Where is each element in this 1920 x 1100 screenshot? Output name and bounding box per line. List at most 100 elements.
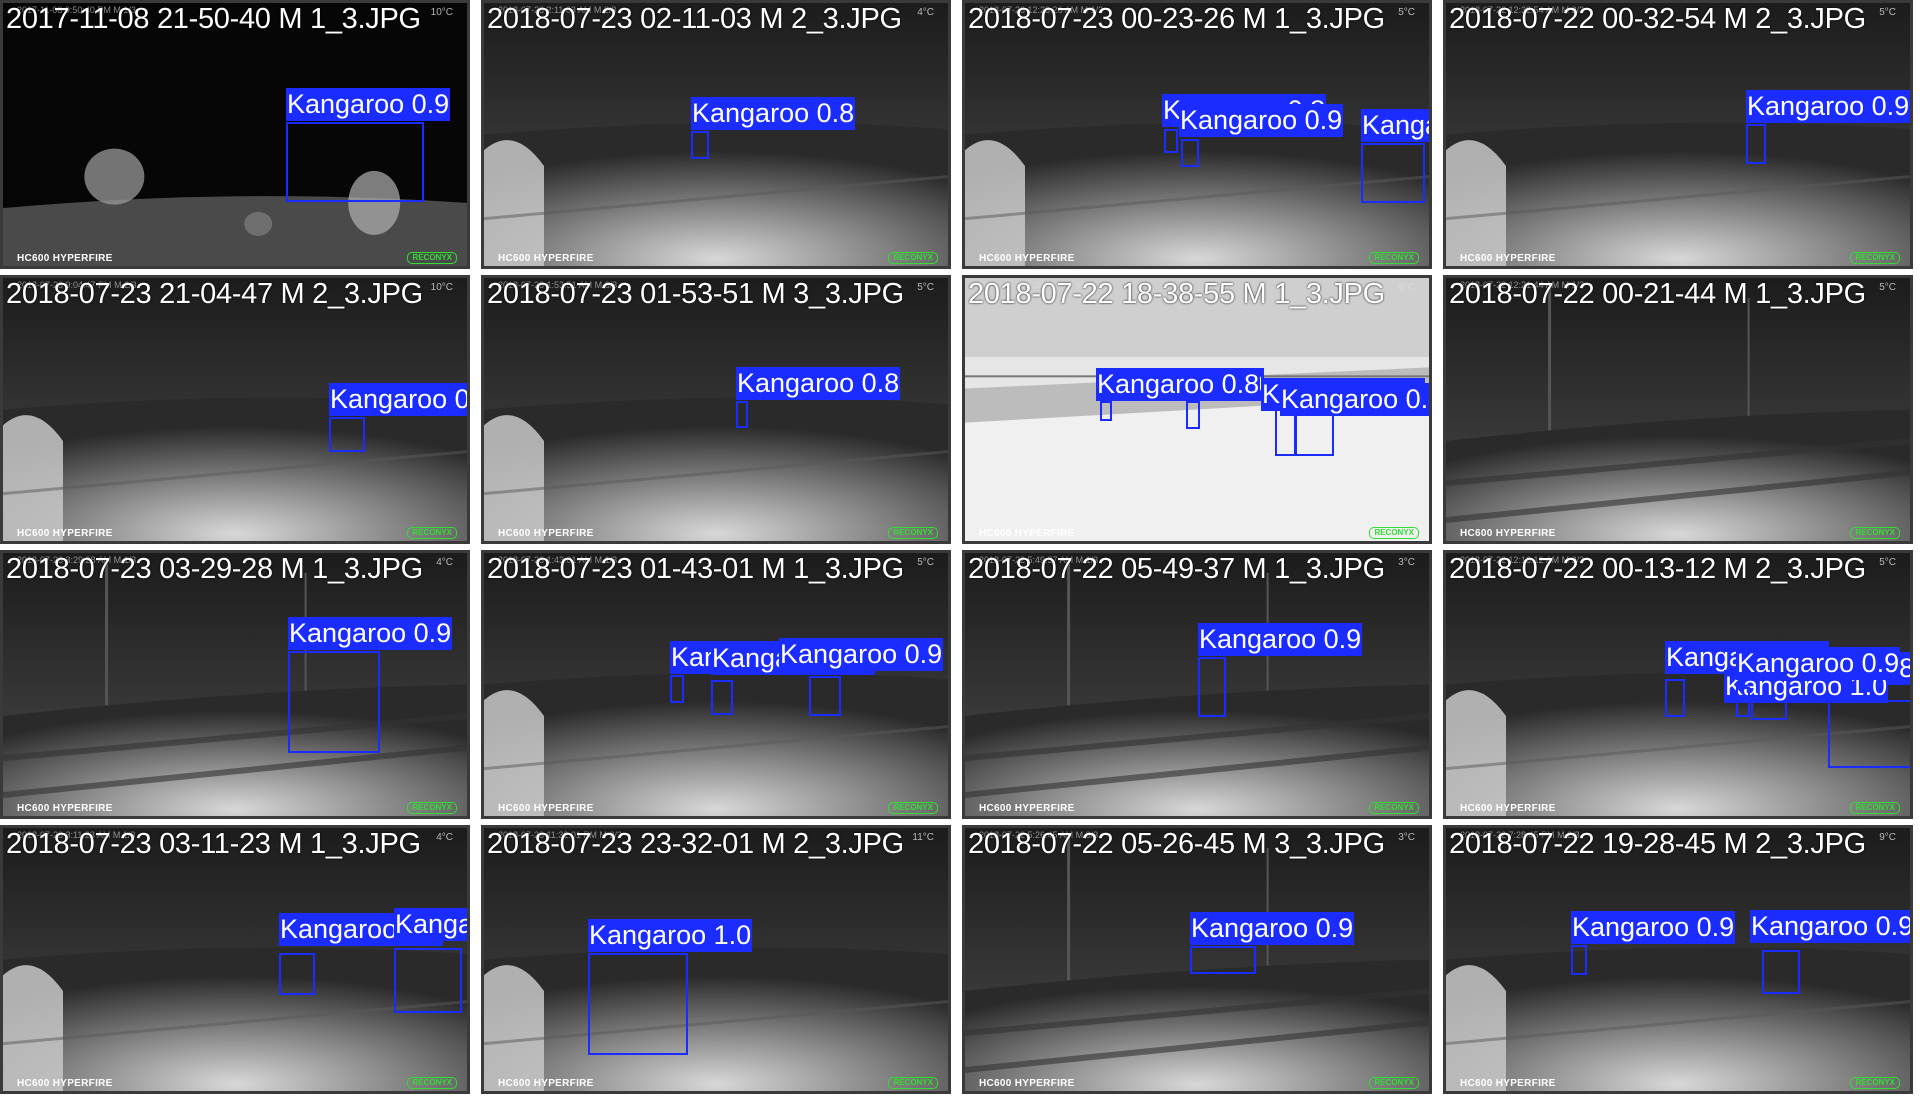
night-scene-image — [484, 3, 948, 266]
temperature-readout: 10°C — [430, 7, 453, 18]
detection-label: Kangaroo 0.9 — [1746, 90, 1910, 123]
detection-box — [809, 676, 841, 716]
detection-box — [279, 953, 315, 995]
detection-box — [1665, 679, 1685, 717]
detection-label: Kangaroo 0.9 — [1198, 623, 1363, 656]
image-filename: 2018-07-23 23-32-01 M 2_3.JPG — [487, 828, 904, 860]
camera-timestamp-strip: 2018-07-23 1:53:51 AM M 3/3 — [498, 280, 618, 290]
camera-timestamp-strip: 2018-07-22 12:32:54 AM M 2/3 — [1460, 5, 1585, 15]
camera-trap-tile: 2018-07-22 12:13:12 AM M 2/3 5°C HC600 HYP… — [1443, 550, 1913, 819]
detection-label: Kangaroo 0.9 — [286, 88, 451, 121]
camera-brand-label: HC600 HYPERFIRE — [979, 1078, 1075, 1089]
reconyx-logo: RECONYX — [1850, 527, 1900, 539]
camera-brand-label: HC600 HYPERFIRE — [17, 803, 113, 814]
camera-trap-tile: 2018-07-23 12:23:26 AM M 1/3 5°C HC600 HYP… — [962, 0, 1432, 269]
detection-label: Kangaroo 0.9 — [1750, 910, 1913, 943]
detection-box — [736, 401, 748, 428]
temperature-readout: 5°C — [1879, 557, 1896, 568]
reconyx-logo: RECONYX — [407, 527, 457, 539]
detection-label: Kangaroo 0.9 — [779, 638, 944, 671]
detection-label: Kangaroo 0.8 — [691, 97, 856, 130]
reconyx-logo: RECONYX — [888, 527, 938, 539]
reconyx-logo: RECONYX — [407, 802, 457, 814]
detection-label: Kangaroo 0.9 — [1190, 912, 1355, 945]
detection-box — [1571, 945, 1587, 975]
reconyx-logo: RECONYX — [1369, 802, 1419, 814]
reconyx-logo: RECONYX — [1369, 527, 1419, 539]
detection-box — [288, 651, 380, 753]
detection-box — [1361, 143, 1425, 203]
camera-timestamp-strip: 2018-07-22 5:49:37 AM M 1/3 — [979, 555, 1099, 565]
camera-timestamp-strip: 2018-07-23 1:43:01 AM M 1/3 — [498, 555, 618, 565]
detection-box — [711, 680, 733, 715]
image-filename: 2018-07-22 00-21-44 M 1_3.JPG — [1449, 278, 1866, 310]
camera-brand-label: HC600 HYPERFIRE — [498, 803, 594, 814]
camera-timestamp-strip: 2018-07-23 11:32:01 PM M 2/3 — [498, 830, 622, 840]
camera-trap-tile: 2018-07-23 3:11:23 AM M 1/3 4°C HC600 HYPE… — [0, 825, 470, 1094]
detection-box — [670, 675, 684, 703]
detection-box — [329, 417, 365, 452]
image-filename: 2018-07-22 00-13-12 M 2_3.JPG — [1449, 553, 1866, 585]
detection-box — [1198, 657, 1226, 717]
camera-brand-label: HC600 HYPERFIRE — [498, 1078, 594, 1089]
reconyx-logo: RECONYX — [888, 802, 938, 814]
temperature-readout: 4°C — [917, 7, 934, 18]
reconyx-logo: RECONYX — [888, 1077, 938, 1089]
reconyx-logo: RECONYX — [888, 252, 938, 264]
camera-trap-tile: 2018-07-23 1:53:51 AM M 3/3 5°C HC600 HYPE… — [481, 275, 951, 544]
camera-trap-tile: 2018-07-22 7:28:45 PM M 2/3 9°C HC600 HYPE… — [1443, 825, 1913, 1094]
detection-box — [1762, 950, 1800, 994]
camera-timestamp-strip: 2018-07-22 12:21:44 AM M 1/3 — [1460, 280, 1585, 290]
detection-label: Kangaroo 0.9 — [1179, 104, 1344, 137]
temperature-readout: 10°C — [430, 282, 453, 293]
detection-box — [1746, 124, 1766, 164]
detection-label: Kangaroo 0.9 — [1361, 109, 1429, 142]
camera-trap-tile: 2018-07-22 5:26:45 AM M 3/3 3°C HC600 HYPE… — [962, 825, 1432, 1094]
camera-brand-label: HC600 HYPERFIRE — [17, 253, 113, 264]
temperature-readout: 3°C — [1398, 832, 1415, 843]
reconyx-logo: RECONYX — [407, 1077, 457, 1089]
image-filename: 2018-07-22 00-32-54 M 2_3.JPG — [1449, 3, 1866, 35]
detection-label: Kangaroo 0.9 — [288, 617, 453, 650]
reconyx-logo: RECONYX — [1850, 1077, 1900, 1089]
camera-brand-label: HC600 HYPERFIRE — [1460, 1078, 1556, 1089]
temperature-readout: 4°C — [436, 557, 453, 568]
camera-brand-label: HC600 HYPERFIRE — [1460, 528, 1556, 539]
night-scene-image — [3, 3, 467, 266]
detection-box — [1181, 139, 1199, 167]
camera-trap-tile: 2018-07-22 5:49:37 AM M 1/3 3°C HC600 HYPE… — [962, 550, 1432, 819]
temperature-readout: 9°C — [1879, 832, 1896, 843]
temperature-readout: 5°C — [917, 557, 934, 568]
temperature-readout: 5°C — [1879, 282, 1896, 293]
detection-label: Kangaroo 0.9 — [1571, 911, 1736, 944]
night-scene-image — [484, 828, 948, 1091]
night-scene-image — [1446, 828, 1910, 1091]
temperature-readout: 3°C — [1398, 557, 1415, 568]
detection-label: Kangaroo 0.9 — [329, 383, 467, 416]
image-filename: 2018-07-22 19-28-45 M 2_3.JPG — [1449, 828, 1866, 860]
camera-brand-label: HC600 HYPERFIRE — [979, 528, 1075, 539]
camera-trap-tile: 2018-07-23 2:11:03 AM M 2/3 4°C HC600 HYPE… — [481, 0, 951, 269]
detection-box — [394, 948, 462, 1013]
temperature-readout: 4°C — [436, 832, 453, 843]
reconyx-logo: RECONYX — [1369, 1077, 1419, 1089]
detection-box — [1164, 129, 1178, 153]
camera-trap-tile: 2018-07-23 3:29:28 AM M 1/3 4°C HC600 HYPE… — [0, 550, 470, 819]
reconyx-logo: RECONYX — [407, 252, 457, 264]
image-filename: 2018-07-23 21-04-47 M 2_3.JPG — [6, 278, 423, 310]
detection-box — [1186, 401, 1200, 429]
detection-box — [1100, 401, 1112, 421]
detection-box — [691, 131, 709, 159]
camera-trap-tile: 2018-07-23 9:04:47 PM M 2/3 10°C HC600 HYP… — [0, 275, 470, 544]
detection-box — [1190, 946, 1256, 974]
camera-brand-label: HC600 HYPERFIRE — [17, 528, 113, 539]
camera-timestamp-strip: 2018-07-23 12:23:26 AM M 1/3 — [979, 5, 1104, 15]
camera-brand-label: HC600 HYPERFIRE — [17, 1078, 113, 1089]
detection-box — [588, 953, 688, 1055]
image-filename: 2018-07-22 05-26-45 M 3_3.JPG — [968, 828, 1385, 860]
camera-trap-tile: 2018-07-23 11:32:01 PM M 2/3 11°C HC600 HY… — [481, 825, 951, 1094]
camera-trap-tile: 2018-07-23 1:43:01 AM M 1/3 5°C HC600 HYPE… — [481, 550, 951, 819]
image-filename: 2018-07-23 02-11-03 M 2_3.JPG — [487, 3, 902, 35]
detection-label: Kangaroo 0.9 — [394, 908, 467, 941]
